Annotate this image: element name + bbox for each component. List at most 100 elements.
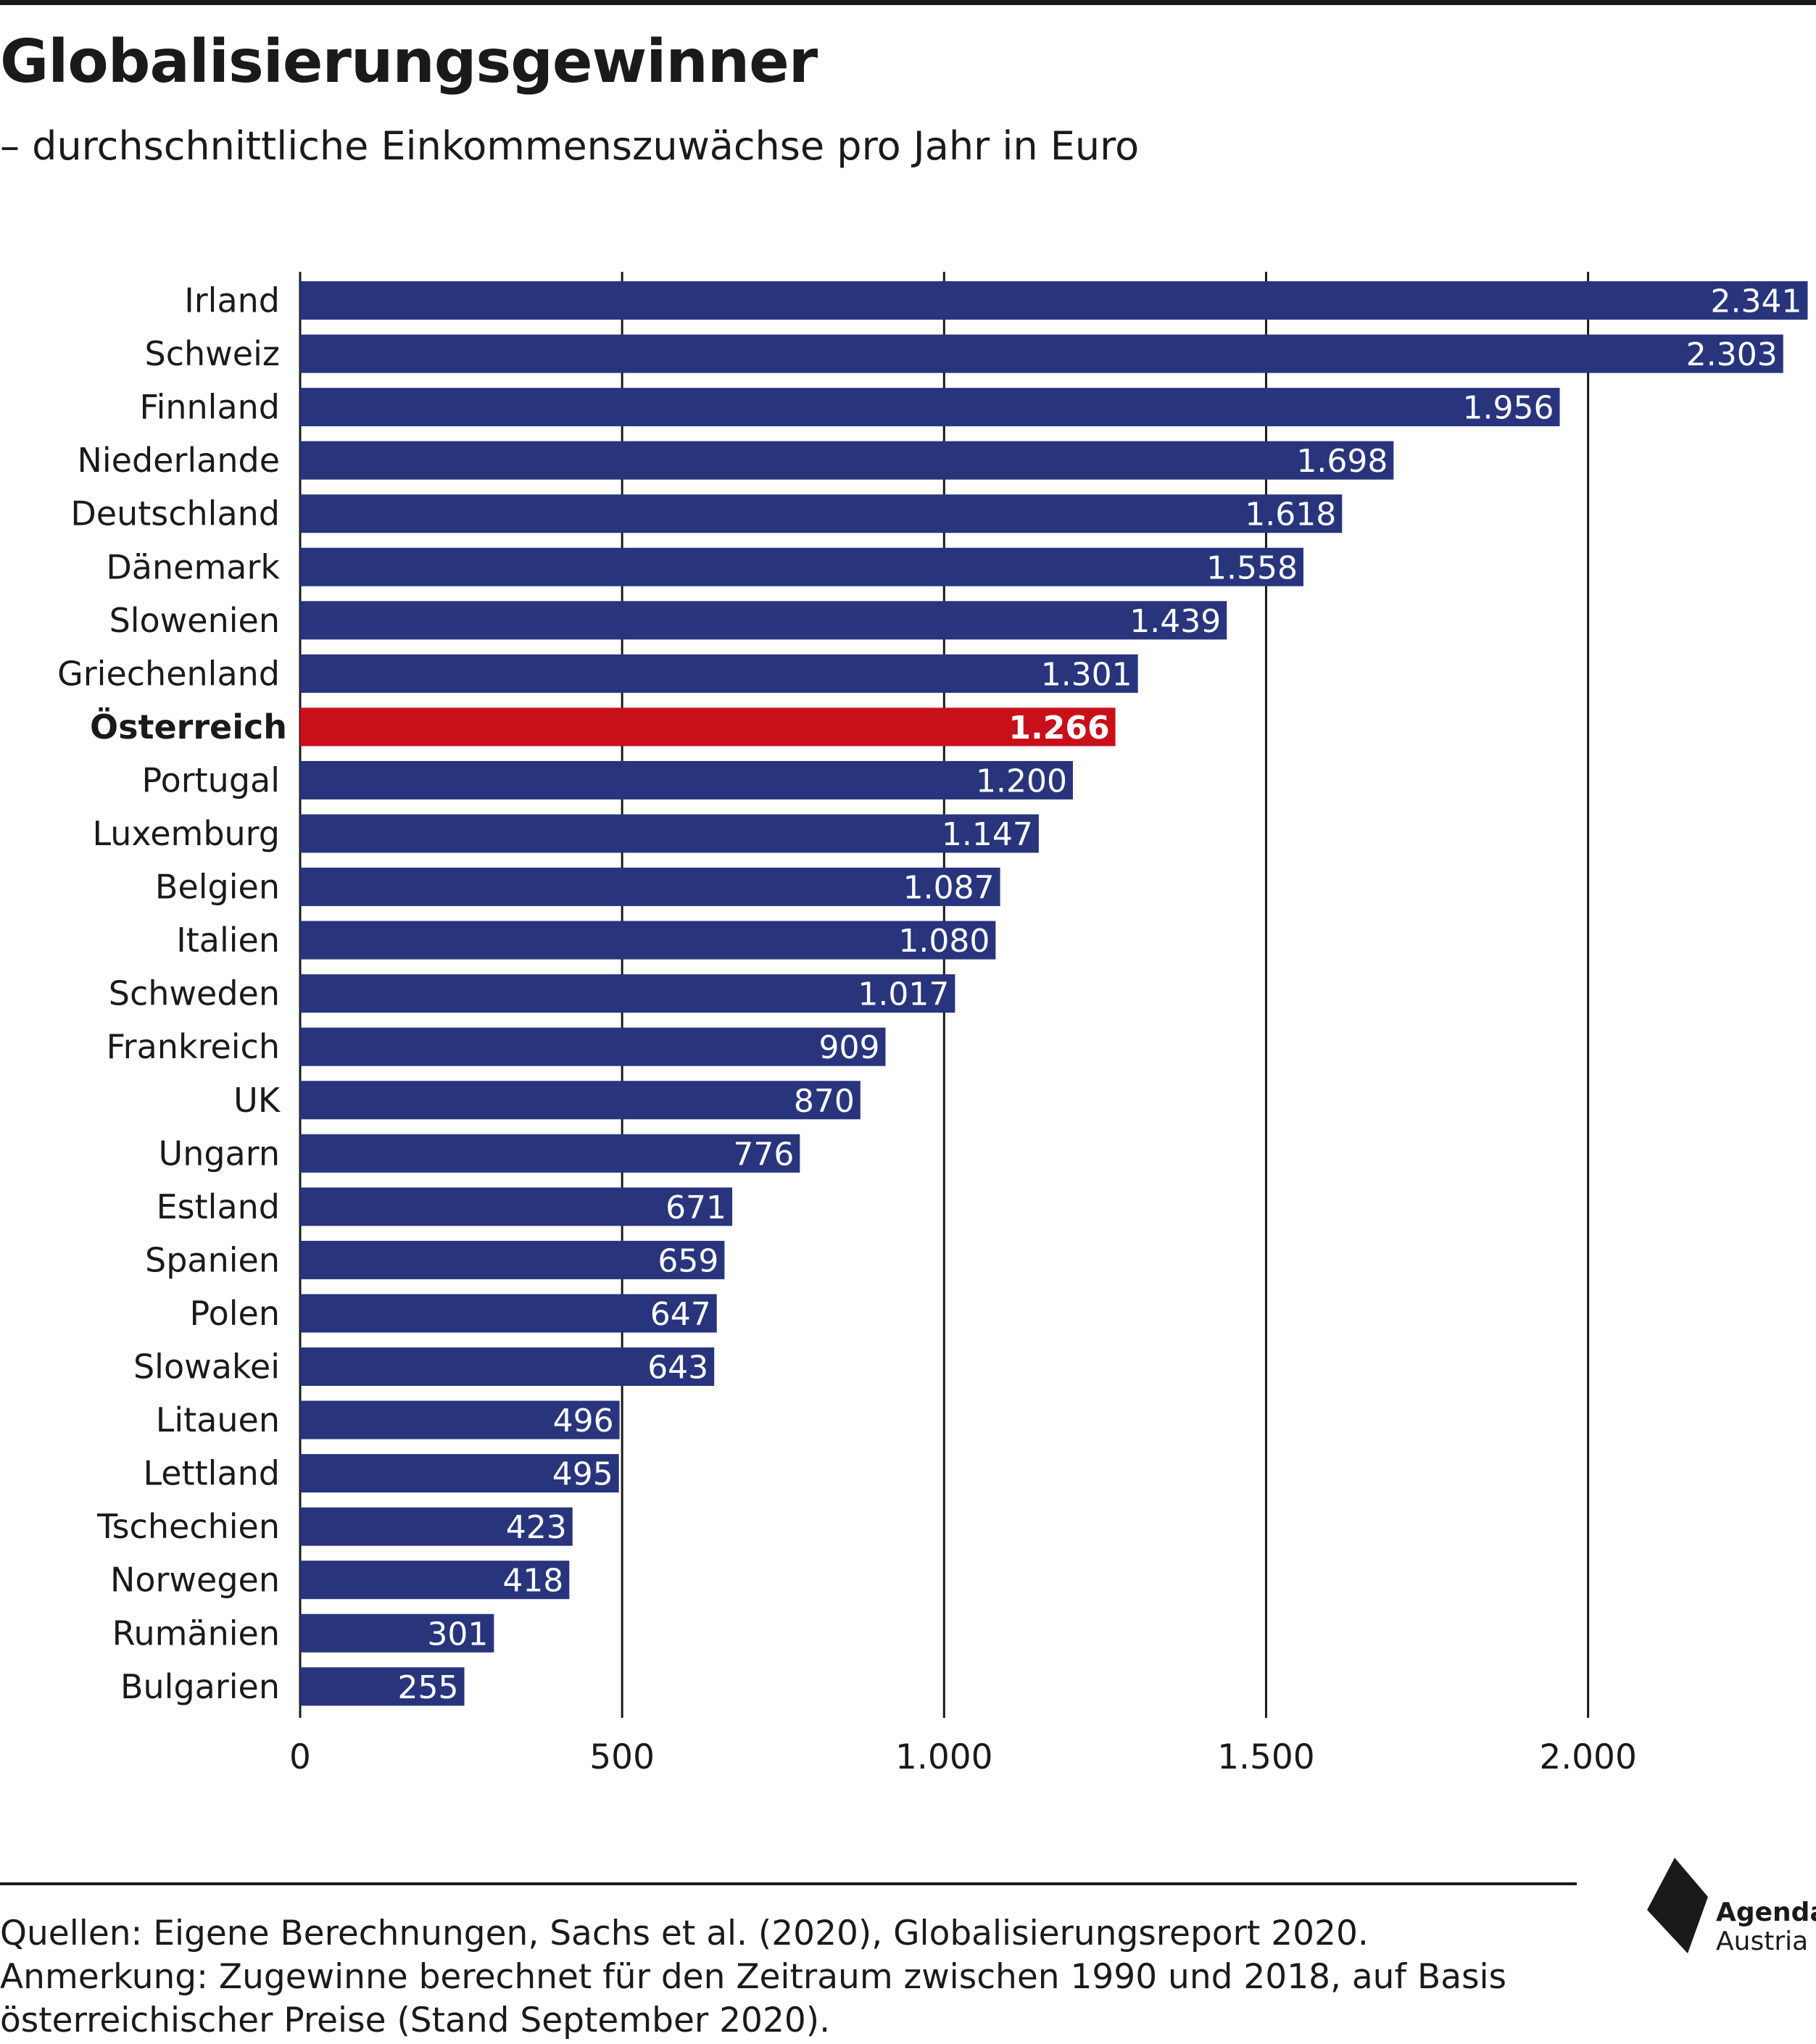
category-labels: Irland Schweiz Finnland Niederlande Deutschl… (57, 281, 287, 1706)
bar (300, 1400, 620, 1439)
bar-value-label: 671 (666, 1189, 726, 1226)
category-label: Dänemark (106, 547, 280, 586)
bar-value-label: 1.080 (898, 923, 990, 960)
bar-value-label: 1.301 (1041, 656, 1132, 693)
x-axis-ticks: 0 500 1.000 1.500 2.000 (289, 1737, 1637, 1777)
x-tick-label: 1.500 (1217, 1737, 1315, 1777)
category-label: Österreich (90, 707, 287, 747)
category-label: Portugal (141, 760, 280, 799)
category-label: Litauen (156, 1400, 280, 1439)
x-tick-label: 0 (289, 1737, 311, 1777)
bar-chart: 2.341 2.303 1.956 1.698 1.618 1.558 1.439 1.301… (57, 272, 1808, 1777)
bar (300, 1187, 733, 1226)
bar (300, 494, 1343, 533)
bar (300, 1613, 494, 1653)
chart-subtitle: – durchschnittliche Einkommenszuwächse p… (0, 123, 1140, 169)
category-label: Tschechien (96, 1507, 280, 1546)
bar (300, 441, 1394, 480)
bar-value-label: 643 (647, 1350, 708, 1387)
bar-value-label: 1.956 (1463, 390, 1554, 427)
bar (300, 1454, 619, 1493)
bar-value-label: 1.439 (1129, 603, 1221, 640)
bar (300, 334, 1783, 373)
logo-text-austria: Austria (1716, 1927, 1809, 1956)
method-note-line1: Anmerkung: Zugewinne berechnet für den Z… (0, 1957, 1507, 1997)
bar (300, 1081, 861, 1120)
bar (300, 760, 1073, 799)
category-label: Slowakei (133, 1347, 280, 1387)
bar-value-label: 647 (650, 1296, 711, 1333)
bar (300, 1134, 800, 1173)
chart-title: Globalisierungsgewinner (0, 28, 818, 96)
bar-value-label: 418 (502, 1563, 563, 1600)
bar (300, 1667, 465, 1706)
method-note-line2: österreichischer Preise (Stand September… (0, 2001, 831, 2040)
sources-note: Quellen: Eigene Berechnungen, Sachs et a… (0, 1914, 1369, 1953)
logo-text-agenda: Agenda (1716, 1898, 1816, 1927)
category-label: Estland (157, 1187, 280, 1226)
category-label: Bulgarien (120, 1667, 280, 1706)
bar (300, 707, 1116, 747)
bar (300, 1240, 725, 1279)
bar-value-label: 776 (733, 1136, 794, 1173)
bar (300, 974, 955, 1013)
category-label: Griechenland (57, 654, 280, 693)
bar (300, 1027, 886, 1066)
bar-value-label: 496 (553, 1403, 614, 1439)
bar-value-label: 1.698 (1296, 443, 1388, 480)
footnotes: Quellen: Eigene Berechnungen, Sachs et a… (0, 1912, 1506, 2043)
x-tick-label: 2.000 (1539, 1737, 1637, 1777)
bar-value-label: 1.017 (858, 976, 949, 1013)
bar-value-label: 909 (818, 1029, 879, 1066)
bar-value-label: 1.200 (976, 763, 1067, 799)
bar-value-label: 1.558 (1206, 549, 1298, 586)
bar-value-label: 495 (552, 1456, 613, 1493)
bar (300, 547, 1303, 586)
bar-value-label: 2.303 (1686, 336, 1778, 373)
bar-value-label: 255 (398, 1669, 459, 1706)
category-label: Spanien (145, 1240, 280, 1279)
category-label: Niederlande (77, 441, 280, 480)
bar (300, 654, 1138, 693)
x-tick-label: 1.000 (895, 1737, 993, 1777)
category-label: Belgien (155, 868, 280, 907)
bar (300, 1561, 570, 1600)
bar (300, 601, 1227, 640)
footer-rule (0, 1882, 1577, 1885)
bar-value-label: 1.266 (1008, 710, 1109, 747)
bar-value-label: 1.147 (942, 816, 1033, 853)
category-label: Ungarn (159, 1134, 280, 1173)
bar-value-label: 659 (658, 1242, 718, 1279)
category-label: Finnland (139, 388, 280, 427)
bar-value-label: 1.618 (1245, 497, 1336, 533)
category-label: Polen (190, 1294, 280, 1333)
category-label: Norwegen (110, 1561, 280, 1600)
bar (300, 281, 1808, 320)
category-label: UK (233, 1081, 281, 1120)
bar (300, 921, 996, 960)
category-label: Schweiz (145, 334, 281, 373)
category-label: Deutschland (70, 494, 280, 533)
bar (300, 1294, 717, 1333)
bar-value-label: 301 (427, 1616, 488, 1653)
category-label: Slowenien (109, 601, 280, 640)
category-label: Italien (176, 921, 280, 960)
bar (300, 388, 1560, 427)
x-tick-label: 500 (589, 1737, 655, 1777)
bars: 2.341 2.303 1.956 1.698 1.618 1.558 1.439 1.301… (300, 281, 1808, 1706)
agenda-austria-logo-icon (1647, 1858, 1708, 1953)
bar (300, 1507, 573, 1546)
bar-value-label: 1.087 (903, 870, 995, 907)
bar-value-label: 870 (794, 1083, 855, 1120)
bar (300, 1347, 715, 1386)
bar (300, 868, 1000, 907)
category-label: Schweden (109, 974, 280, 1013)
category-label: Irland (184, 281, 280, 320)
category-label: Luxemburg (92, 814, 280, 853)
category-label: Rumänien (112, 1613, 280, 1653)
category-label: Lettland (143, 1454, 280, 1493)
bar-value-label: 423 (506, 1509, 567, 1546)
category-label: Frankreich (107, 1027, 280, 1066)
bar-value-label: 2.341 (1711, 283, 1802, 320)
top-rule (0, 0, 1816, 5)
